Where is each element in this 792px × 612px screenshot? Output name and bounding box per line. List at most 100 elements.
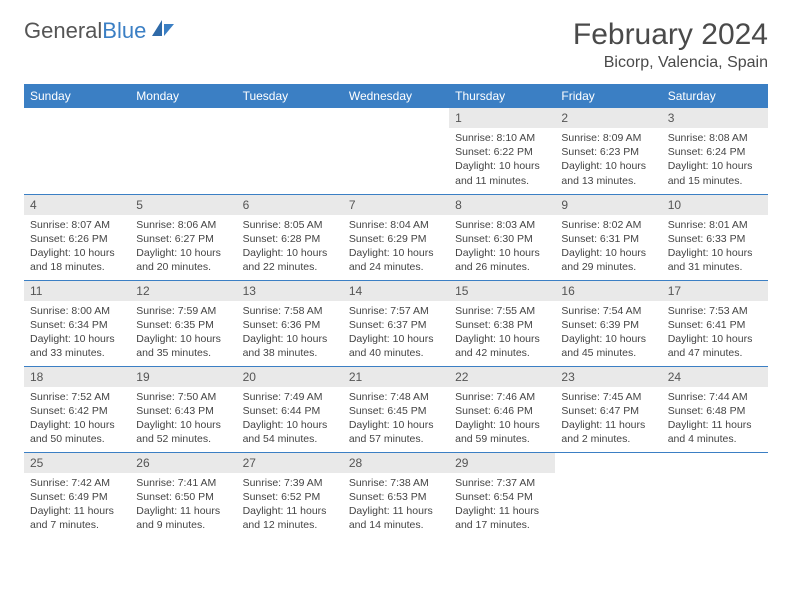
day-content: Sunrise: 7:50 AMSunset: 6:43 PMDaylight:…: [130, 387, 236, 450]
calendar-cell: 7Sunrise: 8:04 AMSunset: 6:29 PMDaylight…: [343, 194, 449, 280]
day-number: 20: [237, 367, 343, 387]
sunset-text: Sunset: 6:48 PM: [668, 404, 762, 418]
day-number: 11: [24, 281, 130, 301]
day-content: Sunrise: 8:08 AMSunset: 6:24 PMDaylight:…: [662, 128, 768, 191]
header-tuesday: Tuesday: [237, 84, 343, 108]
day-content: Sunrise: 8:10 AMSunset: 6:22 PMDaylight:…: [449, 128, 555, 191]
sunset-text: Sunset: 6:38 PM: [455, 318, 549, 332]
sunset-text: Sunset: 6:36 PM: [243, 318, 337, 332]
calendar-table: Sunday Monday Tuesday Wednesday Thursday…: [24, 84, 768, 538]
day-number: 14: [343, 281, 449, 301]
sunset-text: Sunset: 6:26 PM: [30, 232, 124, 246]
day-number: 29: [449, 453, 555, 473]
daylight-text: Daylight: 10 hours and 54 minutes.: [243, 418, 337, 446]
sunset-text: Sunset: 6:43 PM: [136, 404, 230, 418]
day-number: 28: [343, 453, 449, 473]
sunset-text: Sunset: 6:54 PM: [455, 490, 549, 504]
day-content: Sunrise: 8:02 AMSunset: 6:31 PMDaylight:…: [555, 215, 661, 278]
sunrise-text: Sunrise: 8:08 AM: [668, 131, 762, 145]
daylight-text: Daylight: 10 hours and 13 minutes.: [561, 159, 655, 187]
day-number: 24: [662, 367, 768, 387]
sunrise-text: Sunrise: 7:53 AM: [668, 304, 762, 318]
day-header-row: Sunday Monday Tuesday Wednesday Thursday…: [24, 84, 768, 108]
sunrise-text: Sunrise: 7:54 AM: [561, 304, 655, 318]
sunset-text: Sunset: 6:39 PM: [561, 318, 655, 332]
calendar-cell: [237, 108, 343, 194]
day-number: 27: [237, 453, 343, 473]
day-number: 25: [24, 453, 130, 473]
daylight-text: Daylight: 10 hours and 50 minutes.: [30, 418, 124, 446]
calendar-cell: [662, 452, 768, 538]
day-content: Sunrise: 7:39 AMSunset: 6:52 PMDaylight:…: [237, 473, 343, 536]
calendar-cell: 23Sunrise: 7:45 AMSunset: 6:47 PMDayligh…: [555, 366, 661, 452]
day-content: Sunrise: 7:52 AMSunset: 6:42 PMDaylight:…: [24, 387, 130, 450]
sunrise-text: Sunrise: 7:55 AM: [455, 304, 549, 318]
calendar-cell: 17Sunrise: 7:53 AMSunset: 6:41 PMDayligh…: [662, 280, 768, 366]
calendar-cell: 11Sunrise: 8:00 AMSunset: 6:34 PMDayligh…: [24, 280, 130, 366]
day-content: Sunrise: 8:06 AMSunset: 6:27 PMDaylight:…: [130, 215, 236, 278]
sunrise-text: Sunrise: 7:45 AM: [561, 390, 655, 404]
header-thursday: Thursday: [449, 84, 555, 108]
calendar-cell: 2Sunrise: 8:09 AMSunset: 6:23 PMDaylight…: [555, 108, 661, 194]
sunrise-text: Sunrise: 8:06 AM: [136, 218, 230, 232]
daylight-text: Daylight: 10 hours and 35 minutes.: [136, 332, 230, 360]
sunrise-text: Sunrise: 7:41 AM: [136, 476, 230, 490]
day-number: 8: [449, 195, 555, 215]
calendar-week-row: 25Sunrise: 7:42 AMSunset: 6:49 PMDayligh…: [24, 452, 768, 538]
sunrise-text: Sunrise: 7:46 AM: [455, 390, 549, 404]
daylight-text: Daylight: 10 hours and 22 minutes.: [243, 246, 337, 274]
daylight-text: Daylight: 10 hours and 45 minutes.: [561, 332, 655, 360]
sunset-text: Sunset: 6:44 PM: [243, 404, 337, 418]
sunset-text: Sunset: 6:53 PM: [349, 490, 443, 504]
day-content: Sunrise: 7:54 AMSunset: 6:39 PMDaylight:…: [555, 301, 661, 364]
day-number: 26: [130, 453, 236, 473]
calendar-week-row: 18Sunrise: 7:52 AMSunset: 6:42 PMDayligh…: [24, 366, 768, 452]
sunrise-text: Sunrise: 7:59 AM: [136, 304, 230, 318]
header-monday: Monday: [130, 84, 236, 108]
day-number: 10: [662, 195, 768, 215]
daylight-text: Daylight: 10 hours and 31 minutes.: [668, 246, 762, 274]
calendar-week-row: 4Sunrise: 8:07 AMSunset: 6:26 PMDaylight…: [24, 194, 768, 280]
sunset-text: Sunset: 6:30 PM: [455, 232, 549, 246]
calendar-cell: 5Sunrise: 8:06 AMSunset: 6:27 PMDaylight…: [130, 194, 236, 280]
daylight-text: Daylight: 10 hours and 26 minutes.: [455, 246, 549, 274]
sunset-text: Sunset: 6:42 PM: [30, 404, 124, 418]
calendar-cell: 29Sunrise: 7:37 AMSunset: 6:54 PMDayligh…: [449, 452, 555, 538]
sunrise-text: Sunrise: 8:02 AM: [561, 218, 655, 232]
sunrise-text: Sunrise: 7:37 AM: [455, 476, 549, 490]
day-content: Sunrise: 7:55 AMSunset: 6:38 PMDaylight:…: [449, 301, 555, 364]
logo-text-blue: Blue: [102, 18, 146, 44]
daylight-text: Daylight: 10 hours and 15 minutes.: [668, 159, 762, 187]
sunrise-text: Sunrise: 8:01 AM: [668, 218, 762, 232]
daylight-text: Daylight: 11 hours and 2 minutes.: [561, 418, 655, 446]
sunrise-text: Sunrise: 8:03 AM: [455, 218, 549, 232]
daylight-text: Daylight: 10 hours and 38 minutes.: [243, 332, 337, 360]
title-block: February 2024 Bicorp, Valencia, Spain: [573, 18, 768, 72]
sunrise-text: Sunrise: 7:38 AM: [349, 476, 443, 490]
daylight-text: Daylight: 11 hours and 12 minutes.: [243, 504, 337, 532]
sunset-text: Sunset: 6:29 PM: [349, 232, 443, 246]
day-content: Sunrise: 7:49 AMSunset: 6:44 PMDaylight:…: [237, 387, 343, 450]
calendar-cell: 25Sunrise: 7:42 AMSunset: 6:49 PMDayligh…: [24, 452, 130, 538]
calendar-cell: 18Sunrise: 7:52 AMSunset: 6:42 PMDayligh…: [24, 366, 130, 452]
sunset-text: Sunset: 6:45 PM: [349, 404, 443, 418]
calendar-cell: 20Sunrise: 7:49 AMSunset: 6:44 PMDayligh…: [237, 366, 343, 452]
sunset-text: Sunset: 6:52 PM: [243, 490, 337, 504]
calendar-cell: 27Sunrise: 7:39 AMSunset: 6:52 PMDayligh…: [237, 452, 343, 538]
sail-icon: [150, 18, 176, 44]
calendar-cell: 28Sunrise: 7:38 AMSunset: 6:53 PMDayligh…: [343, 452, 449, 538]
sunrise-text: Sunrise: 7:57 AM: [349, 304, 443, 318]
sunrise-text: Sunrise: 8:10 AM: [455, 131, 549, 145]
sunrise-text: Sunrise: 8:07 AM: [30, 218, 124, 232]
header-sunday: Sunday: [24, 84, 130, 108]
sunset-text: Sunset: 6:34 PM: [30, 318, 124, 332]
calendar-cell: 24Sunrise: 7:44 AMSunset: 6:48 PMDayligh…: [662, 366, 768, 452]
calendar-cell: 12Sunrise: 7:59 AMSunset: 6:35 PMDayligh…: [130, 280, 236, 366]
day-content: Sunrise: 7:53 AMSunset: 6:41 PMDaylight:…: [662, 301, 768, 364]
day-number: 23: [555, 367, 661, 387]
calendar-cell: 14Sunrise: 7:57 AMSunset: 6:37 PMDayligh…: [343, 280, 449, 366]
calendar-cell: 13Sunrise: 7:58 AMSunset: 6:36 PMDayligh…: [237, 280, 343, 366]
calendar-week-row: 11Sunrise: 8:00 AMSunset: 6:34 PMDayligh…: [24, 280, 768, 366]
daylight-text: Daylight: 10 hours and 24 minutes.: [349, 246, 443, 274]
sunrise-text: Sunrise: 7:44 AM: [668, 390, 762, 404]
